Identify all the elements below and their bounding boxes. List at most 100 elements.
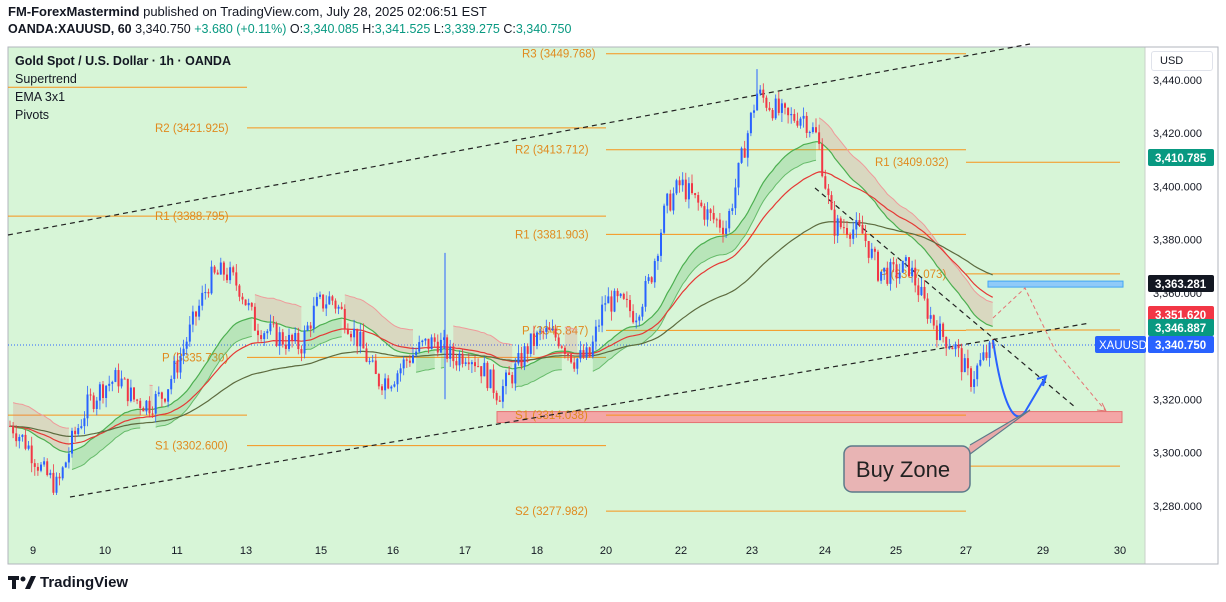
candle-body xyxy=(802,115,805,119)
candle-body xyxy=(777,98,780,113)
x-tick-label: 24 xyxy=(819,545,831,557)
candle-body xyxy=(387,378,390,389)
candle-body xyxy=(309,325,312,329)
candle-body xyxy=(275,323,278,346)
supertrend-up-line xyxy=(71,427,141,470)
candle-body xyxy=(833,209,836,236)
legend-title[interactable]: Gold Spot / U.S. Dollar · 1h · OANDA xyxy=(15,54,231,68)
candle-body xyxy=(554,328,557,338)
candle-body xyxy=(536,332,538,346)
candle-body xyxy=(210,266,213,294)
lower-channel-line[interactable] xyxy=(69,322,1091,498)
candle-body xyxy=(672,193,675,211)
ohlc-header: OANDA:XAUUSD, 60 3,340.750 +3.680 (+0.11… xyxy=(8,22,571,36)
price-label-box xyxy=(1148,319,1214,336)
tradingview-logo-icon xyxy=(8,575,36,589)
low-label: L: xyxy=(433,22,445,36)
x-tick-label: 30 xyxy=(1114,545,1126,557)
candle-body xyxy=(815,127,817,133)
candle-body xyxy=(483,362,486,377)
candle-body xyxy=(945,336,948,349)
candle-body xyxy=(749,112,752,134)
candle-body xyxy=(768,107,771,111)
candle-body xyxy=(790,113,793,116)
candle-body xyxy=(734,187,737,209)
legend-supertrend[interactable]: Supertrend xyxy=(15,72,77,86)
price-label-box xyxy=(1148,275,1214,292)
candle-body xyxy=(567,353,569,355)
candle-body xyxy=(198,305,201,317)
supertrend-up-band xyxy=(440,348,444,369)
x-tick-label: 10 xyxy=(99,545,111,557)
publisher-name[interactable]: FM-ForexMastermind xyxy=(8,4,140,19)
currency-button[interactable]: USD xyxy=(1151,51,1213,71)
candle-body xyxy=(365,348,368,362)
candle-body xyxy=(226,274,228,281)
candle-body xyxy=(188,324,191,342)
candle-body xyxy=(67,453,70,463)
candle-body xyxy=(393,384,396,387)
candle-body xyxy=(170,378,173,390)
candle-body xyxy=(179,355,182,373)
candle-body xyxy=(709,209,712,213)
resistance-box[interactable] xyxy=(987,280,1124,288)
candle-body xyxy=(629,299,631,312)
x-tick-label: 15 xyxy=(315,545,327,557)
buy-zone-callout[interactable] xyxy=(843,445,971,493)
candle-body xyxy=(495,392,498,401)
pivot-label: R2 (3413.712) xyxy=(515,145,589,157)
candle-body xyxy=(774,98,777,119)
candle-body xyxy=(297,332,300,350)
candle-body xyxy=(548,327,551,331)
high-label: H: xyxy=(362,22,375,36)
buy-zone-label: Buy Zone xyxy=(856,457,950,482)
forecast-arrow-icon xyxy=(1036,374,1048,387)
candle-body xyxy=(700,202,703,207)
upper-channel-line[interactable] xyxy=(7,43,1031,236)
candle-body xyxy=(92,395,95,409)
legend-ema[interactable]: EMA 3x1 xyxy=(15,90,66,104)
trend-line[interactable] xyxy=(814,187,1076,408)
candle-body xyxy=(374,360,377,374)
legend-pivots[interactable]: Pivots xyxy=(15,108,50,122)
y-tick-label: 3,400.000 xyxy=(1153,181,1202,193)
candle-body xyxy=(446,337,449,359)
x-tick-label: 9 xyxy=(30,545,36,557)
candle-body xyxy=(886,267,889,284)
candle-body xyxy=(489,369,492,389)
symbol-name[interactable]: OANDA:XAUUSD, 60 xyxy=(8,22,132,36)
price-axis[interactable] xyxy=(1145,47,1218,564)
candle-body xyxy=(560,346,563,348)
candle-body xyxy=(232,267,235,273)
candle-body xyxy=(594,326,597,342)
candle-body xyxy=(359,331,362,347)
candle-body xyxy=(740,148,743,163)
candle-body xyxy=(923,286,926,299)
candle-body xyxy=(976,365,979,380)
x-tick-label: 20 xyxy=(600,545,612,557)
candle-body xyxy=(966,358,969,369)
candle-body xyxy=(219,262,222,275)
supertrend-down-line xyxy=(453,325,513,346)
candle-body xyxy=(647,277,650,281)
candle-body xyxy=(64,462,67,468)
price-label-box xyxy=(1148,149,1214,166)
support-zone[interactable] xyxy=(496,411,1123,424)
tradingview-footer[interactable]: TradingView xyxy=(8,574,128,591)
candle-body xyxy=(71,430,73,454)
candle-body xyxy=(117,370,120,387)
candle-body xyxy=(157,392,160,395)
supertrend-up-line xyxy=(515,369,562,388)
candle-body xyxy=(238,285,241,297)
candle-body xyxy=(430,337,433,350)
candle-body xyxy=(877,251,879,281)
candle-body xyxy=(684,179,687,200)
symbol-tag-box xyxy=(1095,336,1146,353)
candle-body xyxy=(880,271,883,281)
candle-body xyxy=(396,373,399,385)
candle-body xyxy=(988,342,991,358)
price-label-box xyxy=(1148,306,1214,323)
candle-body xyxy=(294,332,297,341)
alt-forecast-path[interactable] xyxy=(992,287,1106,411)
